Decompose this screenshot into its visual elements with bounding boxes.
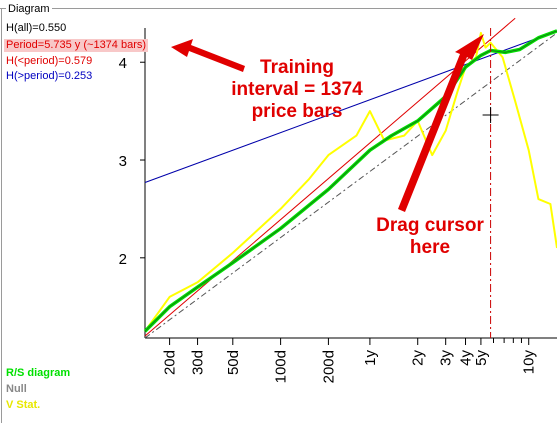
x-tick-label: 200d <box>320 350 337 383</box>
fit-line-gt-period <box>144 30 557 183</box>
callout-drag-line1: Drag cursor <box>376 215 484 236</box>
legend-v-stat[interactable]: V Stat. <box>6 399 41 411</box>
series-rs-centerline <box>144 30 557 332</box>
x-tick-label: 2y <box>410 350 427 366</box>
callout-drag-line2: here <box>409 237 451 258</box>
callout-training-line3: price bars <box>251 101 343 122</box>
x-tick-label: 20d <box>162 350 179 375</box>
x-tick-label: 5y <box>473 350 490 366</box>
stat-h-gt-period: H(>period)=0.253 <box>6 70 93 82</box>
stat-h-lt-period: H(<period)=0.579 <box>6 55 93 67</box>
arrow-drag-icon <box>398 34 484 212</box>
callout-drag-cursor: Drag cursor here <box>360 215 500 259</box>
panel-border-top <box>0 8 557 9</box>
callout-training-line2: interval = 1374 <box>231 79 363 100</box>
x-tick-label: 3y <box>438 350 455 366</box>
stat-period: Period=5.735 y (~1374 bars) <box>4 39 149 52</box>
y-tick-label: 3 <box>119 153 127 170</box>
panel-tab-label[interactable]: Diagram <box>6 3 52 15</box>
y-tick-label: 2 <box>119 251 127 268</box>
arrow-training-icon <box>171 39 245 72</box>
callout-training-interval: Training interval = 1374 price bars <box>222 57 372 123</box>
series-null-line <box>144 32 557 339</box>
legend-rs-diagram[interactable]: R/S diagram <box>6 367 71 379</box>
series-vstat-line <box>144 31 557 332</box>
x-tick-label: 4y <box>458 350 475 366</box>
x-tick-label: 1y <box>362 350 379 366</box>
callout-training-line1: Training <box>260 57 334 78</box>
y-tick-label: 4 <box>119 55 127 72</box>
x-tick-label: 10y <box>521 350 538 375</box>
panel-border-left <box>1 8 2 423</box>
stat-h-all: H(all)=0.550 <box>6 22 67 34</box>
x-tick-label: 100d <box>273 350 290 383</box>
x-tick-label: 50d <box>225 350 242 375</box>
panel-header <box>0 0 557 8</box>
legend-null[interactable]: Null <box>6 383 27 395</box>
x-tick-label: 30d <box>190 350 207 375</box>
